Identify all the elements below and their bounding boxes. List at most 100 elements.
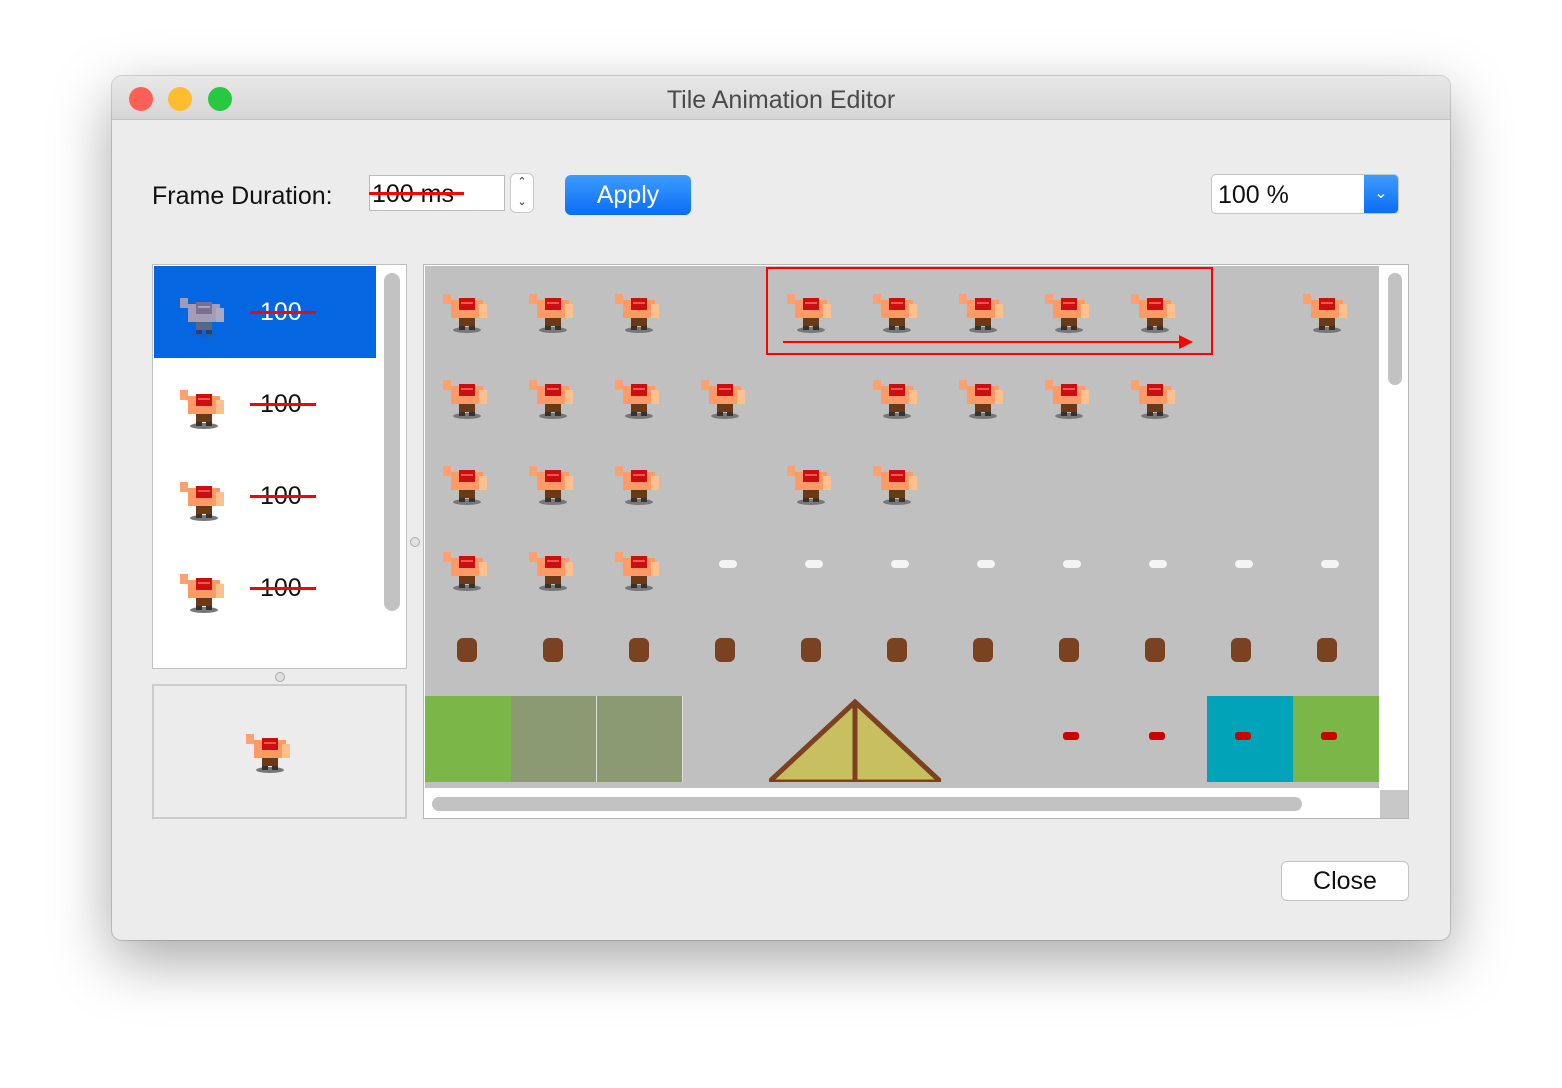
tile-character[interactable] (1027, 352, 1113, 438)
maximize-window-button[interactable] (208, 87, 232, 111)
horizontal-scrollbar[interactable] (432, 797, 1302, 811)
tile-roof[interactable] (852, 696, 948, 785)
tile-character[interactable] (511, 266, 597, 352)
frame-list[interactable]: 100 100 100 100 (152, 264, 407, 669)
tileset-grid[interactable] (425, 266, 1379, 788)
tile[interactable] (769, 352, 855, 438)
tile-bird[interactable] (1199, 524, 1285, 610)
frame-list-item[interactable]: 100 (154, 542, 376, 634)
tile-item[interactable] (1199, 696, 1285, 782)
tile-barrel[interactable] (1199, 610, 1285, 696)
tile-character[interactable] (769, 266, 855, 352)
frame-list-item[interactable]: 100 (154, 358, 376, 450)
tile[interactable] (941, 696, 1027, 782)
tile-barrel[interactable] (769, 610, 855, 696)
close-window-button[interactable] (129, 87, 153, 111)
tile-character[interactable] (941, 266, 1027, 352)
character-sprite-icon (529, 552, 573, 591)
tile[interactable] (1027, 438, 1113, 524)
minimize-window-button[interactable] (168, 87, 192, 111)
tile-character[interactable] (855, 352, 941, 438)
tile-character[interactable] (1113, 266, 1199, 352)
tile-character[interactable] (511, 524, 597, 610)
tile-character[interactable] (1027, 266, 1113, 352)
splitter-handle[interactable] (410, 537, 420, 547)
character-sprite-icon (443, 466, 487, 505)
strikethrough-annotation (250, 403, 316, 406)
arrow-annotation (783, 341, 1183, 343)
tile-bird[interactable] (1027, 524, 1113, 610)
tile-item[interactable] (1285, 696, 1371, 782)
tile-item[interactable] (1027, 696, 1113, 782)
frame-list-item[interactable]: 100 (154, 266, 376, 358)
tile-grass[interactable] (425, 696, 511, 782)
character-sprite-icon (1131, 380, 1175, 419)
tile[interactable] (941, 438, 1027, 524)
tile-character[interactable] (597, 524, 683, 610)
tile-barrel[interactable] (855, 610, 941, 696)
tile-barrel[interactable] (425, 610, 511, 696)
tile-character[interactable] (511, 438, 597, 524)
tile-character[interactable] (511, 352, 597, 438)
character-sprite-icon (529, 466, 573, 505)
tile-character[interactable] (425, 524, 511, 610)
tile-bird[interactable] (769, 524, 855, 610)
close-button[interactable]: Close (1281, 861, 1409, 901)
vertical-scrollbar[interactable] (1388, 273, 1402, 385)
tile[interactable] (683, 696, 769, 782)
chevron-down-icon[interactable]: ⌃ (517, 194, 527, 206)
tile[interactable] (1199, 352, 1285, 438)
tile-barrel[interactable] (1113, 610, 1199, 696)
chevron-up-icon[interactable]: ⌃ (517, 176, 527, 188)
tile-barrel[interactable] (511, 610, 597, 696)
character-sprite-icon (615, 466, 659, 505)
tile-character[interactable] (597, 266, 683, 352)
tile[interactable] (1285, 352, 1371, 438)
chevron-down-icon[interactable]: ⌄ (1364, 175, 1398, 213)
tile[interactable] (1113, 438, 1199, 524)
tile-barrel[interactable] (1285, 610, 1371, 696)
splitter-handle[interactable] (275, 672, 285, 682)
frame-list-item[interactable]: 100 (154, 450, 376, 542)
tile-character[interactable] (855, 266, 941, 352)
tile-bird[interactable] (855, 524, 941, 610)
tile-barrel[interactable] (1027, 610, 1113, 696)
tile[interactable] (683, 266, 769, 352)
tile-stone[interactable] (597, 696, 683, 782)
tile[interactable] (1285, 438, 1371, 524)
tile-character[interactable] (1285, 266, 1371, 352)
tile-character[interactable] (941, 352, 1027, 438)
tile-character[interactable] (425, 438, 511, 524)
tileset-view[interactable] (423, 264, 1409, 819)
apply-button[interactable]: Apply (565, 175, 691, 215)
strikethrough-annotation (250, 495, 316, 498)
tile-item[interactable] (1113, 696, 1199, 782)
tile-animation-editor-window: Tile Animation Editor Frame Duration: 10… (112, 76, 1450, 940)
tile-barrel[interactable] (597, 610, 683, 696)
tile-barrel[interactable] (683, 610, 769, 696)
tile[interactable] (1199, 438, 1285, 524)
tile-character[interactable] (597, 438, 683, 524)
character-sprite-icon (246, 734, 290, 773)
tile-character[interactable] (855, 438, 941, 524)
tile-roof[interactable] (762, 696, 858, 785)
tile-stone[interactable] (511, 696, 597, 782)
tile-character[interactable] (683, 352, 769, 438)
tile-bird[interactable] (1285, 524, 1371, 610)
zoom-select[interactable]: 100 % ⌄ (1211, 174, 1399, 214)
tile-character[interactable] (425, 352, 511, 438)
tile-barrel[interactable] (941, 610, 1027, 696)
tile-character[interactable] (1113, 352, 1199, 438)
tile-bird[interactable] (1113, 524, 1199, 610)
tile-bird[interactable] (941, 524, 1027, 610)
character-sprite-icon (787, 294, 831, 333)
tile-bird[interactable] (683, 524, 769, 610)
frame-duration-stepper[interactable]: ⌃ ⌃ (510, 173, 534, 213)
arrow-head-icon (1179, 335, 1193, 349)
character-sprite-icon (1303, 294, 1347, 333)
tile-character[interactable] (597, 352, 683, 438)
tile[interactable] (683, 438, 769, 524)
tile-character[interactable] (425, 266, 511, 352)
tile-character[interactable] (769, 438, 855, 524)
frame-list-scrollbar[interactable] (384, 273, 400, 611)
